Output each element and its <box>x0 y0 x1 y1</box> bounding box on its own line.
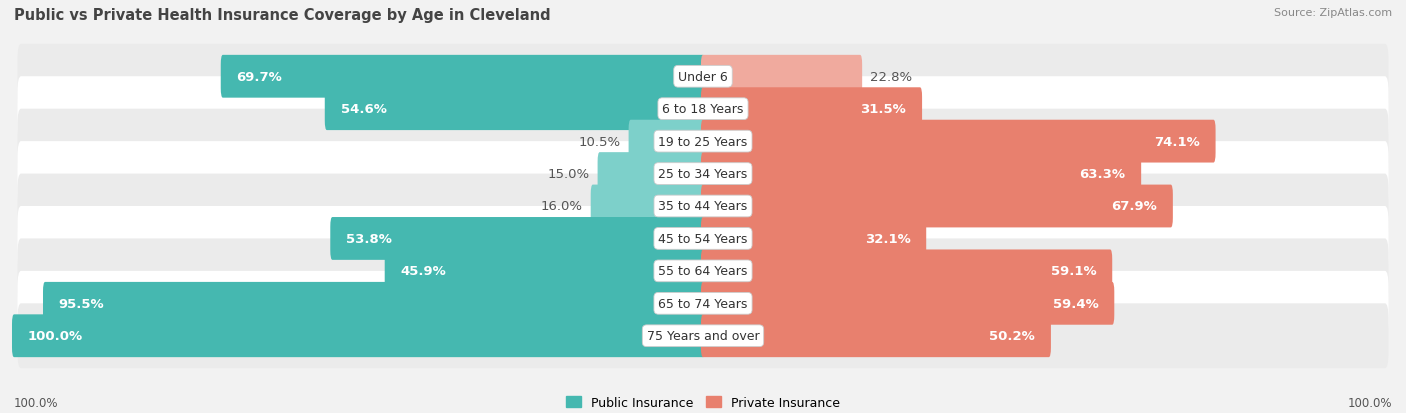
FancyBboxPatch shape <box>330 218 704 260</box>
Text: 32.1%: 32.1% <box>865 233 910 245</box>
FancyBboxPatch shape <box>702 88 922 131</box>
Legend: Public Insurance, Private Insurance: Public Insurance, Private Insurance <box>561 391 845 413</box>
FancyBboxPatch shape <box>221 56 704 98</box>
Text: 100.0%: 100.0% <box>14 396 59 409</box>
Text: 45 to 54 Years: 45 to 54 Years <box>658 233 748 245</box>
FancyBboxPatch shape <box>702 153 1142 195</box>
Text: 59.4%: 59.4% <box>1053 297 1098 310</box>
Text: 54.6%: 54.6% <box>340 103 387 116</box>
Text: 74.1%: 74.1% <box>1154 135 1199 148</box>
Text: 95.5%: 95.5% <box>59 297 104 310</box>
Text: 15.0%: 15.0% <box>547 168 589 180</box>
Text: 25 to 34 Years: 25 to 34 Years <box>658 168 748 180</box>
FancyBboxPatch shape <box>385 250 704 292</box>
FancyBboxPatch shape <box>702 250 1112 292</box>
Text: 63.3%: 63.3% <box>1080 168 1125 180</box>
Text: Public vs Private Health Insurance Coverage by Age in Cleveland: Public vs Private Health Insurance Cover… <box>14 8 551 23</box>
Text: 55 to 64 Years: 55 to 64 Years <box>658 265 748 278</box>
FancyBboxPatch shape <box>17 206 1389 271</box>
Text: 75 Years and over: 75 Years and over <box>647 330 759 342</box>
Text: 10.5%: 10.5% <box>578 135 620 148</box>
Text: 22.8%: 22.8% <box>870 71 912 83</box>
Text: 65 to 74 Years: 65 to 74 Years <box>658 297 748 310</box>
FancyBboxPatch shape <box>628 121 704 163</box>
Text: 19 to 25 Years: 19 to 25 Years <box>658 135 748 148</box>
FancyBboxPatch shape <box>44 282 704 325</box>
FancyBboxPatch shape <box>702 218 927 260</box>
FancyBboxPatch shape <box>702 315 1050 357</box>
Text: 16.0%: 16.0% <box>540 200 582 213</box>
Text: 50.2%: 50.2% <box>990 330 1035 342</box>
Text: Under 6: Under 6 <box>678 71 728 83</box>
FancyBboxPatch shape <box>17 77 1389 142</box>
FancyBboxPatch shape <box>17 142 1389 206</box>
FancyBboxPatch shape <box>17 174 1389 239</box>
Text: 59.1%: 59.1% <box>1050 265 1097 278</box>
Text: 6 to 18 Years: 6 to 18 Years <box>662 103 744 116</box>
FancyBboxPatch shape <box>325 88 704 131</box>
Text: 45.9%: 45.9% <box>401 265 446 278</box>
FancyBboxPatch shape <box>17 271 1389 336</box>
FancyBboxPatch shape <box>17 239 1389 304</box>
FancyBboxPatch shape <box>591 185 704 228</box>
FancyBboxPatch shape <box>13 315 704 357</box>
Text: 67.9%: 67.9% <box>1111 200 1157 213</box>
Text: 69.7%: 69.7% <box>236 71 283 83</box>
FancyBboxPatch shape <box>702 282 1115 325</box>
FancyBboxPatch shape <box>702 121 1216 163</box>
Text: 35 to 44 Years: 35 to 44 Years <box>658 200 748 213</box>
Text: 100.0%: 100.0% <box>1347 396 1392 409</box>
Text: 100.0%: 100.0% <box>28 330 83 342</box>
FancyBboxPatch shape <box>17 45 1389 109</box>
Text: 53.8%: 53.8% <box>346 233 392 245</box>
FancyBboxPatch shape <box>17 109 1389 174</box>
Text: 31.5%: 31.5% <box>860 103 907 116</box>
FancyBboxPatch shape <box>17 304 1389 368</box>
Text: Source: ZipAtlas.com: Source: ZipAtlas.com <box>1274 8 1392 18</box>
FancyBboxPatch shape <box>598 153 704 195</box>
FancyBboxPatch shape <box>702 56 862 98</box>
FancyBboxPatch shape <box>702 185 1173 228</box>
